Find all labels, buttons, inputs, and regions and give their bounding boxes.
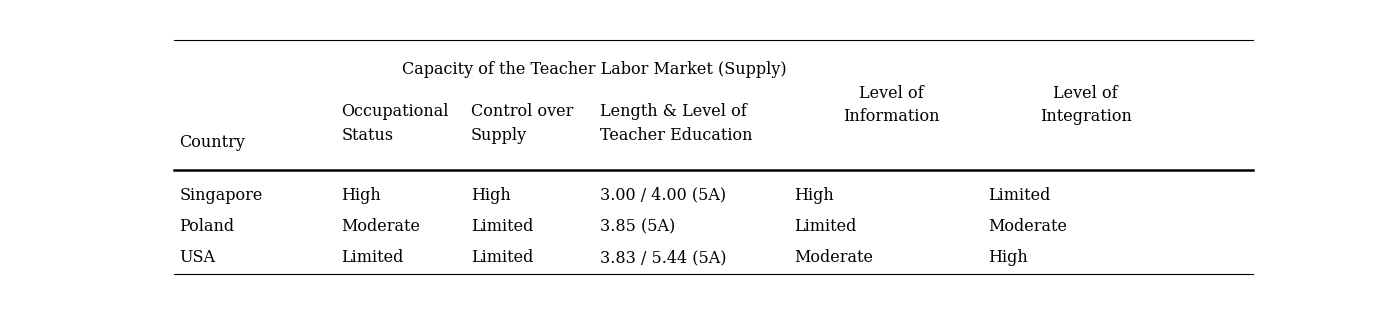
- Text: Moderate: Moderate: [795, 249, 873, 266]
- Text: Length & Level of
Teacher Education: Length & Level of Teacher Education: [600, 103, 753, 144]
- Text: 3.83 / 5.44 (5A): 3.83 / 5.44 (5A): [600, 249, 727, 266]
- Text: Level of
Information: Level of Information: [844, 85, 940, 125]
- Text: Occupational
Status: Occupational Status: [341, 103, 448, 144]
- Text: Country: Country: [180, 134, 245, 151]
- Text: 3.00 / 4.00 (5A): 3.00 / 4.00 (5A): [600, 187, 727, 204]
- Text: Limited: Limited: [988, 187, 1051, 204]
- Text: Singapore: Singapore: [180, 187, 263, 204]
- Text: USA: USA: [180, 249, 216, 266]
- Text: Limited: Limited: [470, 218, 533, 235]
- Text: High: High: [988, 249, 1029, 266]
- Text: Moderate: Moderate: [988, 218, 1068, 235]
- Text: High: High: [341, 187, 381, 204]
- Text: Capacity of the Teacher Labor Market (Supply): Capacity of the Teacher Labor Market (Su…: [402, 61, 786, 78]
- Text: Limited: Limited: [470, 249, 533, 266]
- Text: Poland: Poland: [180, 218, 234, 235]
- Text: High: High: [795, 187, 834, 204]
- Text: High: High: [470, 187, 511, 204]
- Text: Limited: Limited: [341, 249, 404, 266]
- Text: Control over
Supply: Control over Supply: [470, 103, 574, 144]
- Text: 3.85 (5A): 3.85 (5A): [600, 218, 675, 235]
- Text: Limited: Limited: [795, 218, 856, 235]
- Text: Level of
Integration: Level of Integration: [1040, 85, 1132, 125]
- Text: Moderate: Moderate: [341, 218, 420, 235]
